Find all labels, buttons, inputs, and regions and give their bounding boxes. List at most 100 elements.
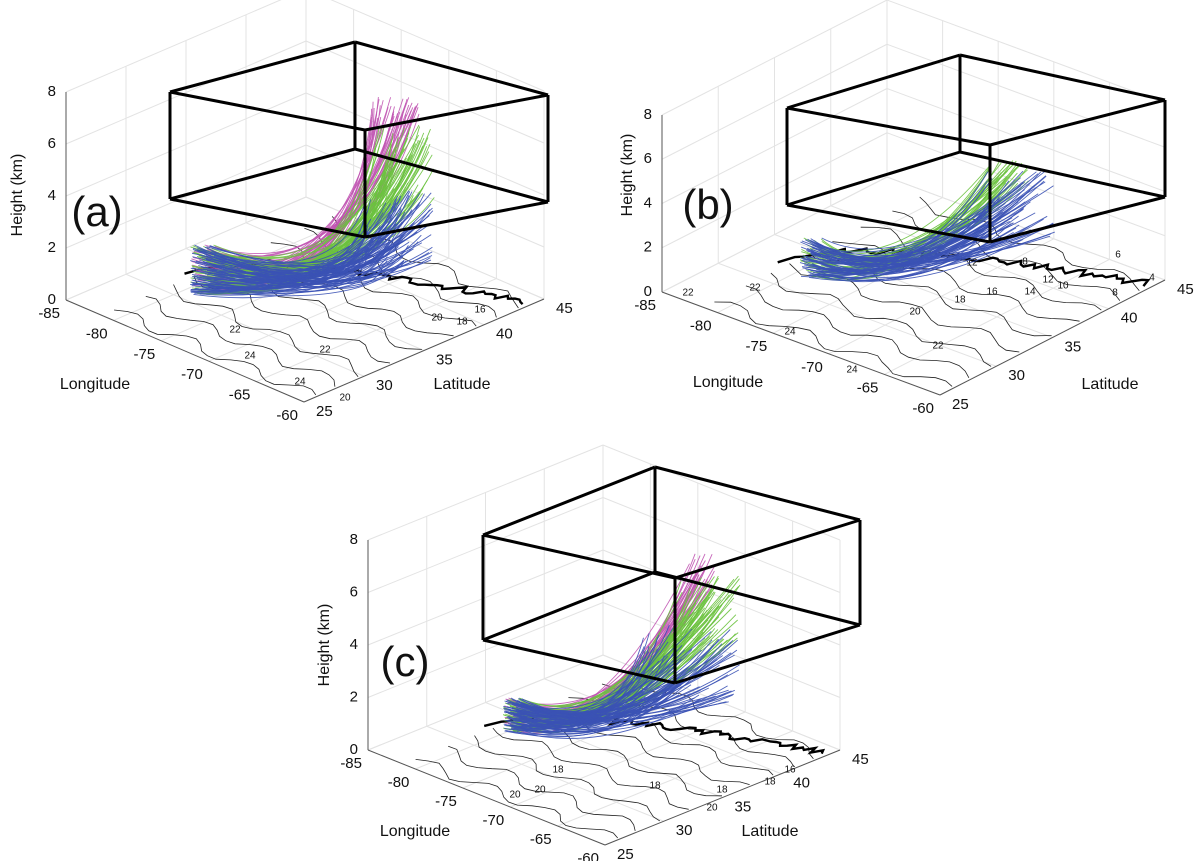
axis-line bbox=[303, 298, 545, 403]
trajectory bbox=[207, 138, 409, 283]
trajectory bbox=[518, 653, 721, 718]
y-tick-label: 25 bbox=[316, 403, 333, 420]
x-tick-label: -75 bbox=[435, 793, 457, 810]
trajectory bbox=[519, 650, 646, 733]
box-edge bbox=[786, 106, 991, 147]
panel-label: (a) bbox=[71, 188, 122, 235]
grid-line bbox=[886, 88, 1166, 192]
contour-line bbox=[860, 226, 1102, 311]
y-tick-label: 45 bbox=[1177, 281, 1194, 298]
trajectory bbox=[805, 185, 1054, 263]
contour-label: 24 bbox=[294, 377, 306, 388]
contour-label: 6 bbox=[1115, 250, 1121, 261]
contour-label: 18 bbox=[456, 317, 468, 328]
contour-line bbox=[474, 735, 661, 822]
y-tick-label: 45 bbox=[556, 300, 573, 317]
x-tick-label: -70 bbox=[181, 366, 203, 383]
trajectory bbox=[504, 701, 729, 727]
box-edge bbox=[169, 147, 356, 201]
y-tick-label: 40 bbox=[496, 326, 513, 343]
grid-line bbox=[602, 549, 841, 646]
z-tick-label: 2 bbox=[644, 239, 652, 256]
x-tick-label: -80 bbox=[86, 325, 108, 342]
box-edge bbox=[482, 638, 676, 685]
z-tick-label: 8 bbox=[644, 106, 652, 123]
trajectory bbox=[510, 628, 674, 730]
trajectory bbox=[818, 239, 1024, 282]
axis-line bbox=[65, 299, 305, 403]
contour-label: 20 bbox=[534, 785, 546, 796]
grid-line bbox=[305, 144, 545, 248]
box-edge bbox=[959, 53, 1166, 102]
box-edge bbox=[482, 465, 656, 537]
y-tick-label: 30 bbox=[376, 377, 393, 394]
trajectory bbox=[199, 198, 367, 264]
z-tick-label: 4 bbox=[644, 194, 652, 211]
grid-line bbox=[602, 497, 841, 593]
z-tick-label: 8 bbox=[48, 83, 56, 100]
trajectory bbox=[516, 698, 702, 739]
contour-label: 16 bbox=[474, 305, 486, 316]
grid-line bbox=[886, 43, 1166, 148]
contour-label: 24 bbox=[244, 351, 256, 362]
grid-line bbox=[886, 0, 1166, 104]
box-edge bbox=[364, 93, 549, 132]
z-tick-label: 2 bbox=[48, 239, 56, 256]
y-tick-label: 40 bbox=[1121, 310, 1138, 327]
contour-line bbox=[415, 759, 619, 839]
trajectory bbox=[519, 662, 676, 723]
z-tick-label: 4 bbox=[350, 636, 358, 653]
box-edge bbox=[959, 150, 1166, 199]
x-tick-label: -80 bbox=[388, 774, 410, 791]
axis-label: Height (km) bbox=[619, 134, 636, 217]
contour-line bbox=[770, 272, 992, 367]
box-edge bbox=[989, 195, 1166, 244]
z-tick-label: 0 bbox=[644, 283, 652, 300]
contour-label: 16 bbox=[784, 765, 796, 776]
trajectory bbox=[505, 695, 670, 735]
contour-line bbox=[114, 309, 317, 396]
contour-label: 20 bbox=[431, 313, 443, 324]
grid-line bbox=[426, 725, 664, 822]
y-tick-label: 25 bbox=[617, 846, 634, 861]
contour-label: 12 bbox=[1042, 275, 1054, 286]
trajectory bbox=[191, 192, 432, 293]
trajectory bbox=[512, 625, 670, 733]
y-tick-label: 30 bbox=[1008, 367, 1025, 384]
axis-label: Longitude bbox=[380, 823, 450, 840]
z-tick-label: 2 bbox=[350, 688, 358, 705]
box-edge bbox=[654, 465, 861, 522]
contour-label: 18 bbox=[954, 295, 966, 306]
grid-line bbox=[602, 444, 841, 541]
axis-line bbox=[367, 749, 606, 846]
trajectory bbox=[820, 217, 1013, 280]
axis-line bbox=[939, 279, 1166, 396]
grid-line bbox=[125, 273, 365, 377]
contour-line bbox=[448, 745, 636, 831]
y-tick-label: 25 bbox=[952, 396, 969, 413]
z-tick-label: 4 bbox=[48, 187, 56, 204]
contour-label: 18 bbox=[649, 781, 661, 792]
grid-line bbox=[305, 40, 545, 144]
trajectory bbox=[809, 225, 1031, 282]
x-tick-label: -75 bbox=[746, 338, 768, 355]
grid-line bbox=[718, 262, 997, 367]
contour-label: 12 bbox=[966, 258, 978, 269]
x-tick-label: -70 bbox=[483, 812, 505, 829]
trajectory bbox=[209, 212, 384, 275]
z-tick-label: 6 bbox=[48, 135, 56, 152]
x-tick-label: -65 bbox=[229, 387, 251, 404]
trajectory bbox=[190, 257, 431, 295]
contour-line bbox=[173, 284, 359, 378]
trajectory bbox=[515, 639, 734, 732]
box-edge bbox=[169, 197, 366, 239]
axis-label: Height (km) bbox=[316, 604, 333, 687]
contour-label: 18 bbox=[764, 777, 776, 788]
axis-label: Latitude bbox=[742, 823, 799, 840]
x-tick-label: -70 bbox=[801, 359, 823, 376]
x-tick-label: -65 bbox=[530, 831, 552, 848]
contour-line bbox=[714, 301, 953, 387]
x-tick-label: -85 bbox=[340, 755, 362, 772]
